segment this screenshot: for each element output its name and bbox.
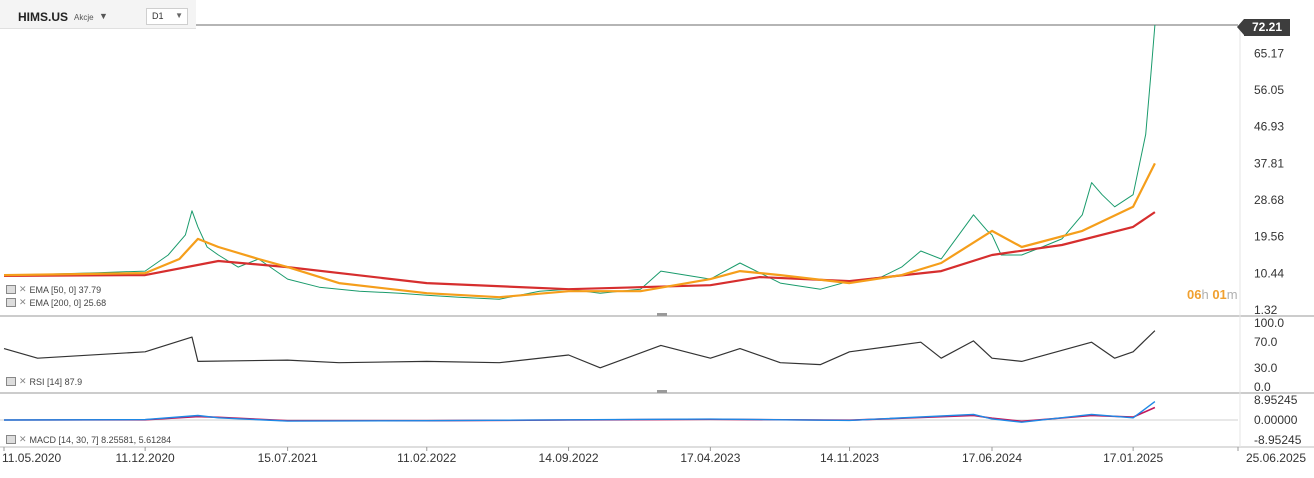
rsi-y-tick-label: 30.0 <box>1254 361 1278 375</box>
settings-icon[interactable] <box>6 435 16 444</box>
instrument-type: Akcje <box>74 13 94 22</box>
ema200-label: EMA [200, 0] 25.68 <box>29 297 107 308</box>
rsi-line <box>3 330 1156 369</box>
symbol-dropdown-icon[interactable]: ▼ <box>99 11 108 21</box>
legend-ema200: ✕ EMA [200, 0] 25.68 <box>6 297 106 308</box>
ema50-label: EMA [50, 0] 37.79 <box>29 284 102 295</box>
ema50-line <box>3 162 1156 299</box>
x-tick-label: 14.09.2022 <box>539 451 599 465</box>
price-y-tick-label: 19.56 <box>1254 230 1284 244</box>
symbol-name[interactable]: HIMS.US <box>18 10 69 24</box>
price-y-tick-label: 28.68 <box>1254 193 1284 207</box>
timeframe-value: D1 <box>152 11 164 21</box>
price-y-tick-label: 37.81 <box>1254 156 1284 170</box>
candle-countdown: 06h 01m <box>1187 287 1238 302</box>
price-y-tick-label: 10.44 <box>1254 266 1284 280</box>
settings-icon[interactable] <box>6 298 16 307</box>
last-price-badge: 72.21 <box>1237 19 1290 36</box>
macd-line <box>3 401 1156 423</box>
countdown-minutes-unit: m <box>1226 287 1238 302</box>
x-tick-label: 14.11.2023 <box>820 451 879 465</box>
price-y-tick-label: 56.05 <box>1254 83 1284 97</box>
close-icon[interactable]: ✕ <box>19 284 27 294</box>
price-y-tick-label: 1.32 <box>1254 303 1278 317</box>
panel-resize-handle <box>657 313 667 316</box>
x-tick-label: 15.07.2021 <box>258 451 318 465</box>
countdown-hours: 06 <box>1187 287 1202 302</box>
rsi-y-tick-label: 70.0 <box>1254 335 1278 349</box>
x-tick-label: 17.01.2025 <box>1103 451 1163 465</box>
close-icon[interactable]: ✕ <box>19 376 27 386</box>
instrument-toolbar: HIMS.US Akcje ▼ D1 ▼ <box>0 0 196 29</box>
chevron-down-icon: ▼ <box>175 11 183 20</box>
x-tick-label: 11.05.2020 <box>2 451 61 465</box>
macd-y-tick-label: 0.00000 <box>1254 413 1298 427</box>
macd-y-tick-label: -8.95245 <box>1254 433 1302 447</box>
countdown-hours-unit: h <box>1201 287 1209 302</box>
macd-y-tick-label: 8.95245 <box>1254 393 1298 407</box>
macd-label: MACD [14, 30, 7] 8.25581, 5.61284 <box>29 434 172 445</box>
price-y-tick-label: 46.93 <box>1254 120 1284 134</box>
settings-icon[interactable] <box>6 377 16 386</box>
timeframe-select[interactable]: D1 ▼ <box>146 8 188 25</box>
legend-macd: ✕ MACD [14, 30, 7] 8.25581, 5.61284 <box>6 434 171 445</box>
price-y-tick-label: 65.17 <box>1254 46 1284 60</box>
settings-icon[interactable] <box>6 285 16 294</box>
panel-resize-handle <box>657 390 667 393</box>
legend-ema50: ✕ EMA [50, 0] 37.79 <box>6 284 101 295</box>
ema200-line <box>3 211 1156 291</box>
close-icon[interactable]: ✕ <box>19 434 27 444</box>
x-tick-label: 17.04.2023 <box>680 451 740 465</box>
rsi-y-tick-label: 100.0 <box>1254 316 1284 330</box>
rsi-y-tick-label: 0.0 <box>1254 380 1271 394</box>
x-tick-label: 17.06.2024 <box>962 451 1022 465</box>
rsi-label: RSI [14] 87.9 <box>29 376 83 387</box>
close-icon[interactable]: ✕ <box>19 297 27 307</box>
x-tick-label: 25.06.2025 <box>1246 451 1306 465</box>
x-tick-label: 11.12.2020 <box>116 451 175 465</box>
x-tick-label: 11.02.2022 <box>397 451 456 465</box>
legend-rsi: ✕ RSI [14] 87.9 <box>6 376 82 387</box>
countdown-minutes: 01 <box>1212 287 1227 302</box>
